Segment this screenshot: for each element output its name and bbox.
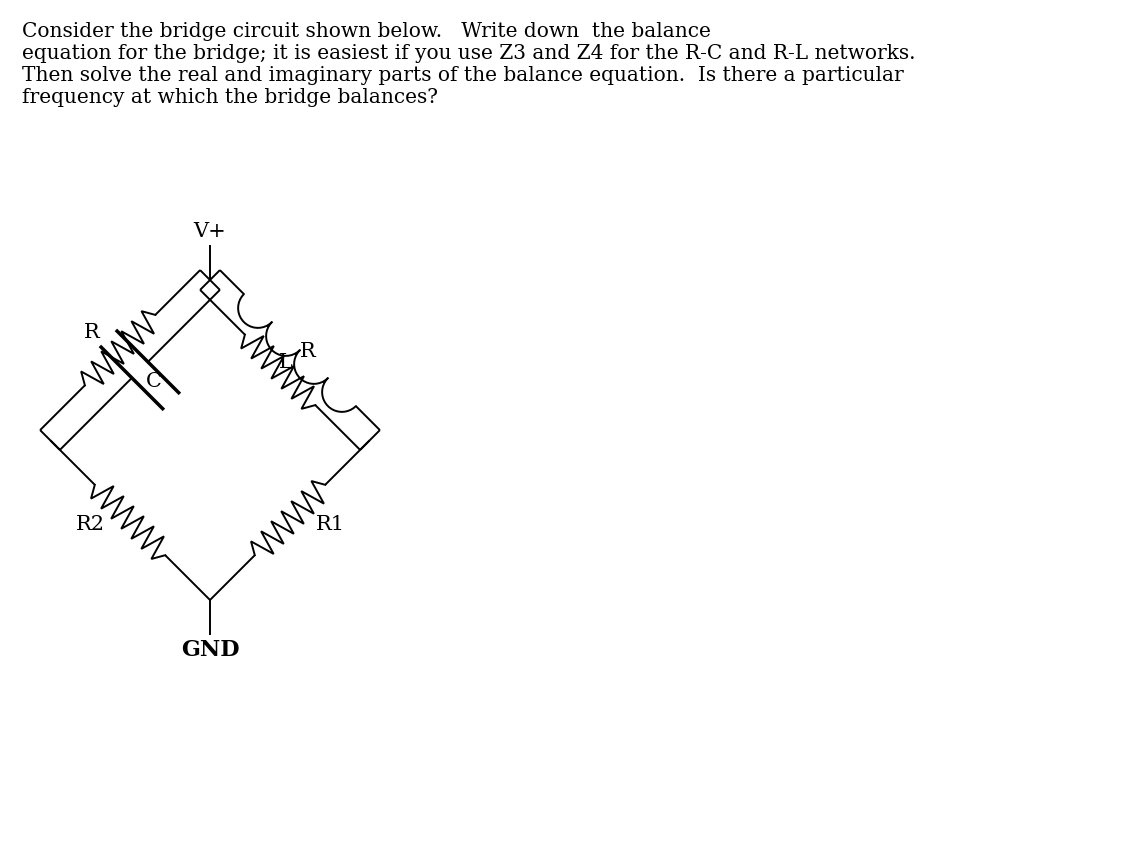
Text: frequency at which the bridge balances?: frequency at which the bridge balances? (22, 88, 438, 107)
Text: Consider the bridge circuit shown below.   Write down  the balance: Consider the bridge circuit shown below.… (22, 22, 711, 41)
Text: R: R (300, 343, 316, 361)
Text: Then solve the real and imaginary parts of the balance equation.  Is there a par: Then solve the real and imaginary parts … (22, 66, 904, 85)
Text: V+: V+ (193, 222, 226, 241)
Text: R: R (84, 323, 100, 342)
Text: R1: R1 (316, 515, 344, 535)
Text: L: L (279, 353, 293, 371)
Text: R2: R2 (75, 515, 105, 535)
Text: C: C (145, 372, 161, 391)
Text: equation for the bridge; it is easiest if you use Z3 and Z4 for the R-C and R-L : equation for the bridge; it is easiest i… (22, 44, 916, 63)
Text: GND: GND (181, 639, 240, 661)
